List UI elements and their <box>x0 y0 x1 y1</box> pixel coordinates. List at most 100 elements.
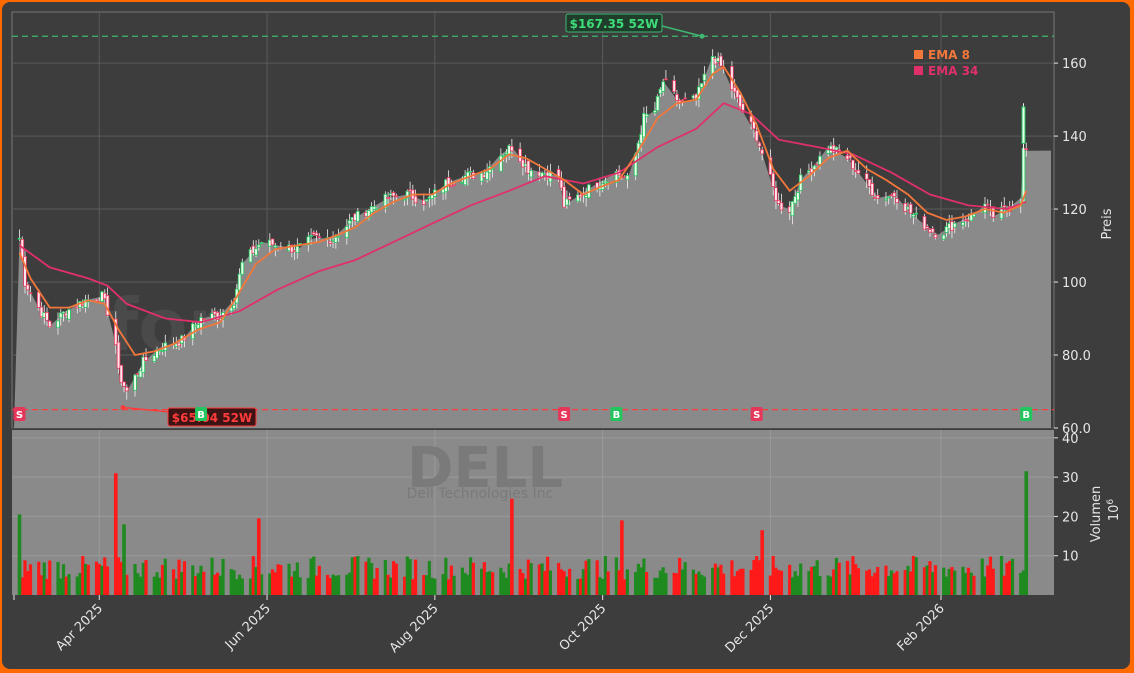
candle-body <box>661 81 665 92</box>
volume-bar <box>215 572 220 595</box>
volume-bar <box>1008 560 1012 595</box>
candle-body <box>463 175 467 186</box>
candle-body <box>664 78 668 81</box>
volume-bar <box>402 576 407 595</box>
price-area <box>14 55 1051 428</box>
volume-bar <box>100 565 104 595</box>
volume-bar <box>961 566 965 595</box>
volume-bar <box>845 560 850 595</box>
candle-body <box>774 187 778 202</box>
price-tick-label: 60.0 <box>1062 422 1091 437</box>
candle-body <box>367 210 371 220</box>
volume-bar <box>345 574 349 595</box>
candle-body <box>672 80 676 93</box>
volume-bar <box>579 578 583 595</box>
volume-bar <box>64 576 68 595</box>
volume-bar <box>928 561 932 595</box>
candle-body <box>47 320 52 328</box>
volume-bar <box>722 573 726 595</box>
candle-body <box>259 242 264 244</box>
signal-label: S <box>753 410 760 421</box>
volume-bar <box>334 575 338 595</box>
volume-bar <box>818 576 822 595</box>
candle-body <box>248 249 253 263</box>
volume-bar <box>213 574 217 595</box>
candle-body <box>201 318 206 321</box>
volume-bar <box>716 567 720 595</box>
candle-body <box>790 201 795 217</box>
candle-body <box>567 196 572 200</box>
volume-bar <box>306 577 310 595</box>
volume-bar <box>972 575 976 595</box>
volume-bar <box>447 579 451 595</box>
candle-body <box>405 190 410 199</box>
volume-bar <box>815 560 819 595</box>
volume-bar <box>887 576 891 595</box>
volume-bar <box>620 520 624 595</box>
volume-bar <box>867 569 872 595</box>
candle-body <box>914 212 919 215</box>
volume-bar <box>713 563 718 595</box>
candle-body <box>133 374 137 391</box>
candle-body <box>875 194 880 199</box>
volume-bar <box>526 559 530 595</box>
candle-body <box>908 203 913 214</box>
signal-label: S <box>561 410 568 421</box>
volume-bar <box>931 572 935 595</box>
volume-bar <box>312 556 316 595</box>
date-tick-label: Dec 2025 <box>723 601 778 656</box>
candle-body <box>972 213 976 218</box>
volume-bar <box>353 556 357 595</box>
candle-body <box>160 350 165 352</box>
volume-bar <box>158 577 162 595</box>
volume-bar <box>356 556 360 595</box>
volume-bar <box>28 564 33 595</box>
volume-bar <box>240 578 244 595</box>
candle-body <box>422 199 426 205</box>
volume-bar <box>336 575 341 595</box>
volume-bar <box>61 564 66 595</box>
volume-bar <box>964 573 968 595</box>
volume-bar <box>391 561 396 595</box>
volume-bar <box>405 556 409 595</box>
volume-bar <box>273 572 277 595</box>
volume-bar <box>81 556 85 595</box>
volume-bar <box>444 557 448 595</box>
candle-body <box>895 198 899 204</box>
candle-body <box>565 198 569 206</box>
volume-bar <box>20 577 24 595</box>
volume-axis: 10 20 30 40 <box>1054 432 1079 565</box>
volume-bar <box>427 560 431 595</box>
volume-bar <box>719 564 723 595</box>
volume-bar <box>683 562 687 595</box>
volume-bar <box>903 570 907 595</box>
volume-bar <box>237 574 242 595</box>
volume-bar <box>17 514 22 595</box>
candle-body <box>796 191 800 201</box>
volume-bar <box>653 577 657 595</box>
volume-bar <box>86 564 90 595</box>
volume-bar <box>942 567 946 595</box>
candle-body <box>985 203 990 206</box>
candle-body <box>1024 148 1029 151</box>
volume-bar <box>944 576 949 595</box>
candle-body <box>754 130 759 142</box>
volume-bar <box>788 564 792 595</box>
volume-bar <box>889 570 894 595</box>
volume-bar <box>876 566 880 595</box>
volume-bar <box>606 571 610 595</box>
candle-body <box>719 55 723 67</box>
volume-bar <box>328 577 332 595</box>
candle-body <box>452 184 456 187</box>
volume-bar <box>389 577 393 595</box>
buy-signal <box>610 407 623 421</box>
volume-bar <box>372 578 376 595</box>
volume-bar <box>449 565 453 595</box>
candle-body <box>944 226 949 233</box>
volume-bar <box>559 569 563 595</box>
volume-bar <box>75 576 79 595</box>
price-axis: 60.0 80.0 100 120 140 160 <box>1054 57 1091 437</box>
volume-bar <box>947 568 951 595</box>
volume-tick-label: 20 <box>1062 510 1079 525</box>
